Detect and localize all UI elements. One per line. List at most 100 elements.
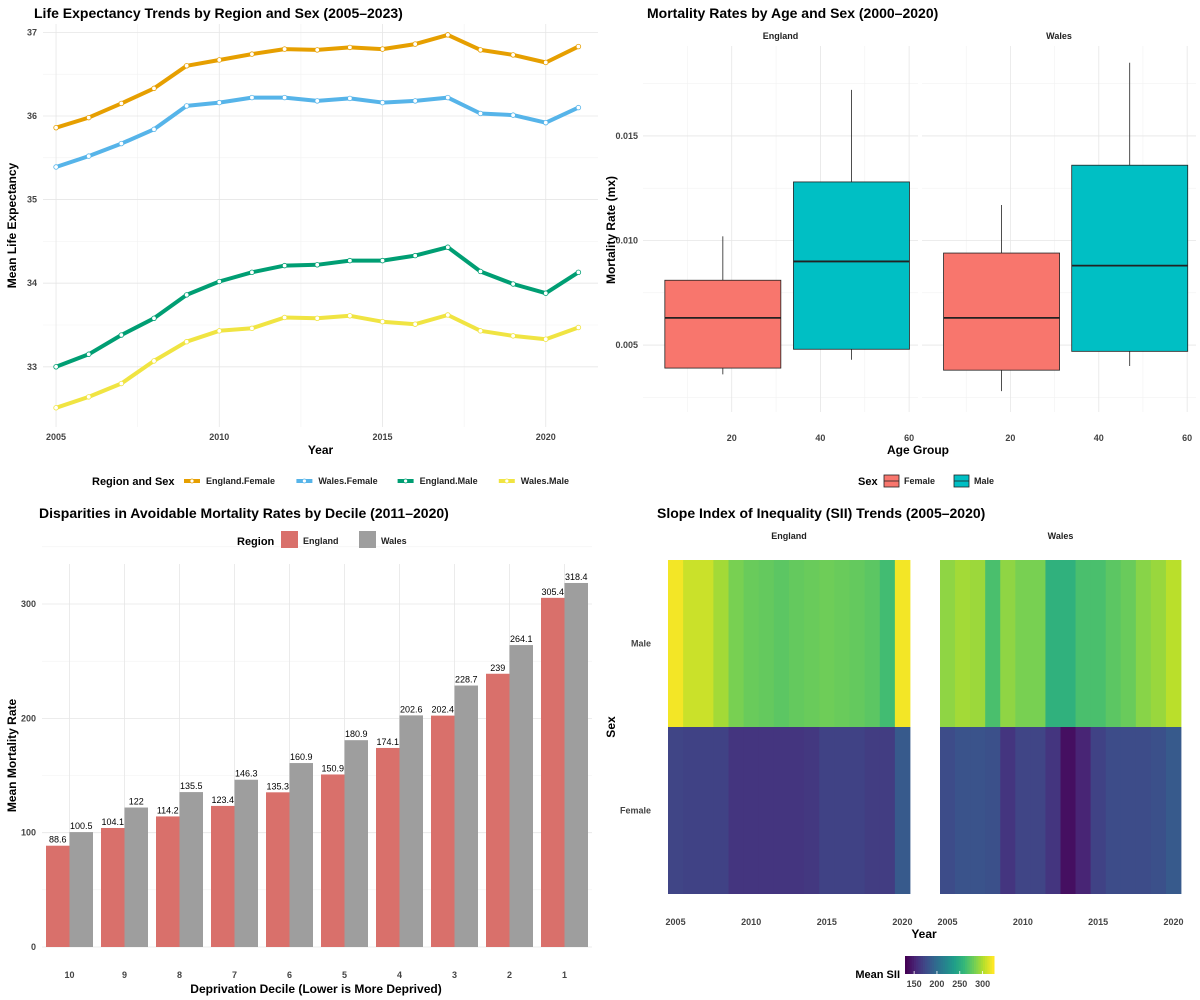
data-point <box>281 46 288 52</box>
colorbar-segment <box>918 956 922 974</box>
heatmap-cell <box>1060 560 1076 727</box>
heatmap-cell <box>955 560 971 727</box>
heatmap-cell <box>1150 560 1167 727</box>
data-point <box>575 324 582 331</box>
bar-value-label: 202.6 <box>400 704 423 714</box>
heatmap-cell <box>834 560 850 727</box>
bar-value-label: 146.3 <box>235 769 258 779</box>
heatmap-cell <box>743 560 760 727</box>
heatmap-cell <box>864 560 881 727</box>
data-point <box>575 269 582 276</box>
heatmap-cell <box>970 727 986 894</box>
colorbar-segment <box>920 956 924 974</box>
colorbar-segment <box>987 956 991 974</box>
bar-wales <box>454 685 478 947</box>
data-point <box>510 112 516 118</box>
heatmap-cell <box>1120 560 1137 727</box>
heatmap-cell <box>1000 727 1016 894</box>
mortality-box-chart: 20 40 60 England 20 40 60 Wales 0.005 0.010 0.015 M… <box>604 5 1196 488</box>
facet-panel-wales: 20 40 60 Wales <box>922 31 1196 443</box>
bar-value-label: 122 <box>129 797 144 807</box>
chart-title: Mortality Rates by Age and Sex (2000–202… <box>647 5 938 21</box>
heatmap-cell <box>985 727 1001 894</box>
colorbar-segment <box>936 956 939 974</box>
heatmap-cell <box>728 727 745 894</box>
data-point <box>412 41 418 47</box>
bar-england <box>156 816 180 947</box>
data-point <box>347 257 353 264</box>
bar-england <box>431 715 455 947</box>
y-axis-label: Mean Mortality Rate <box>5 698 19 812</box>
legend-label: Female <box>904 476 935 486</box>
bar-wales <box>124 807 148 947</box>
heatmap-cell <box>743 727 760 894</box>
data-point <box>412 98 418 104</box>
x-tick-label: 3 <box>452 970 457 980</box>
colorbar-segment <box>945 956 948 974</box>
bar-england <box>486 673 510 947</box>
colorbar-segment <box>947 956 950 974</box>
x-tick-label: 2010 <box>1013 917 1033 927</box>
legend-label: Wales <box>381 536 407 546</box>
colorbar-segment <box>960 956 964 974</box>
colorbar-tick-label: 300 <box>975 979 990 989</box>
colorbar-segment <box>927 956 930 974</box>
data-point <box>543 290 549 296</box>
heatmap-cell <box>864 727 881 894</box>
colorbar-segment <box>965 956 968 974</box>
x-tick-label: 9 <box>122 970 127 980</box>
data-point <box>575 43 582 50</box>
y-tick-label: 34 <box>27 278 37 288</box>
data-point <box>53 164 59 170</box>
data-point <box>216 328 222 334</box>
x-tick-label: 2015 <box>373 432 393 442</box>
bar-value-label: 228.7 <box>455 675 478 685</box>
bar-england <box>101 827 125 947</box>
colorbar-segment <box>907 956 910 974</box>
colorbar-segment <box>991 956 995 974</box>
legend-label: Wales.Female <box>318 476 377 486</box>
heatmap-cell <box>804 560 820 727</box>
data-point <box>281 314 288 321</box>
y-tick-label: 35 <box>27 195 37 205</box>
colorbar-segment <box>933 956 937 974</box>
x-tick-label: 7 <box>232 970 237 980</box>
facet-panel-england: 20 40 60 England <box>643 31 918 443</box>
data-point <box>477 268 484 275</box>
colorbar-segment <box>909 956 913 974</box>
x-axis-label: Year <box>911 927 937 941</box>
box-female <box>943 252 1060 371</box>
heatmap-cell <box>1090 727 1107 894</box>
data-point <box>510 281 516 287</box>
legend-title: Region <box>237 536 275 548</box>
legend-label: Male <box>974 476 994 486</box>
bar-value-label: 318.4 <box>565 572 588 582</box>
colorbar-segment <box>913 956 917 974</box>
y-tick-label: 33 <box>27 362 37 372</box>
heatmap-cell <box>894 560 911 727</box>
chart-title: Slope Index of Inequality (SII) Trends (… <box>657 505 985 521</box>
data-point <box>379 257 386 264</box>
colorbar-segment <box>951 956 955 974</box>
data-point <box>412 321 418 327</box>
y-tick-label: 100 <box>21 828 36 838</box>
data-point <box>314 98 320 104</box>
heatmap-cell <box>758 560 775 727</box>
heatmap-cell <box>728 560 745 727</box>
x-tick-label: 5 <box>342 970 347 980</box>
box-male <box>1071 164 1189 352</box>
colorbar-segment <box>940 956 944 974</box>
legend-title: Mean SII <box>855 969 900 981</box>
bar-value-label: 180.9 <box>345 729 368 739</box>
x-tick-label: 60 <box>904 433 914 443</box>
colorbar-segment <box>956 956 959 974</box>
heatmap-cell <box>1165 560 1182 727</box>
facet-strip-label: England <box>771 531 807 541</box>
x-tick-label: 40 <box>1094 433 1104 443</box>
legend-label: England.Female <box>206 476 275 486</box>
bar-value-label: 135.3 <box>266 781 289 791</box>
data-point <box>86 394 92 400</box>
colorbar-segment <box>969 956 973 974</box>
y-tick-label: 0.005 <box>615 340 638 350</box>
bar-value-label: 305.4 <box>541 587 564 597</box>
